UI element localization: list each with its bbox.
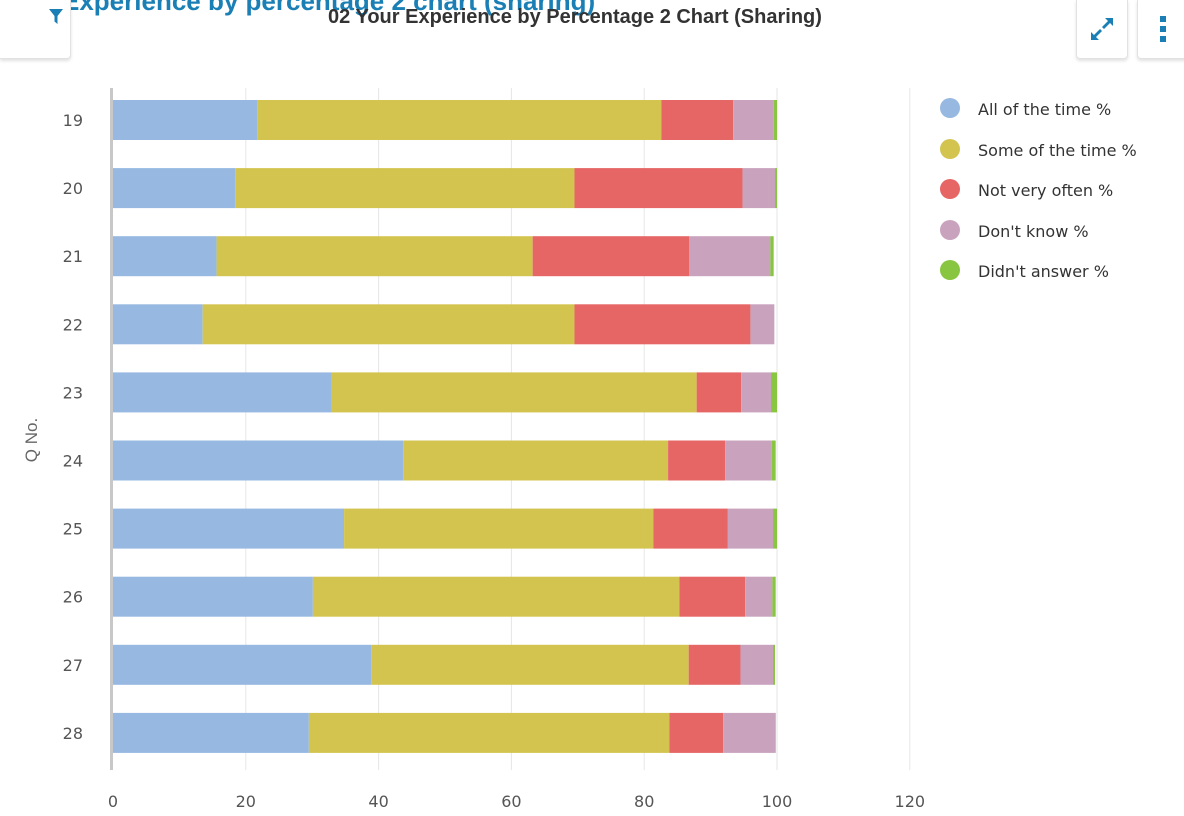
bar-q28-series-1 [308,712,670,753]
bar-q23-series-2 [696,372,742,413]
y-tick-label: 27 [63,656,83,675]
bar-q24-series-0 [113,440,404,481]
bar-q20-series-1 [235,168,575,209]
legend-label: Some of the time % [978,140,1137,160]
bar-q28-series-0 [113,712,309,753]
y-tick-label: 21 [63,247,83,266]
bar-q23-series-0 [113,372,332,413]
bar-q26-series-3 [745,576,773,617]
y-tick-label: 25 [63,520,83,539]
y-tick-label: 20 [63,179,83,198]
bar-q19-series-0 [113,100,258,140]
x-tick-label: 0 [108,792,118,811]
x-tick-label: 100 [762,792,793,811]
filter-button[interactable] [0,0,71,59]
chart-title: 02 Your Experience by Percentage 2 Chart… [328,6,822,28]
filter-icon [49,9,63,24]
bar-q24-series-3 [725,440,772,481]
bar-q20-series-0 [113,168,236,209]
bar-q27-series-3 [740,644,774,685]
bar-q24-series-2 [668,440,726,481]
bar-q21-series-2 [532,236,690,277]
bar-q25-series-2 [653,508,728,549]
bar-q22-series-3 [750,304,775,345]
x-tick-label: 80 [634,792,654,811]
bar-q28-series-2 [669,712,724,753]
bar-q26-series-0 [113,576,313,617]
bar-q23-series-1 [331,372,697,413]
y-tick-label: 24 [63,452,83,471]
legend-label: Didn't answer % [978,262,1109,281]
bar-q26-series-1 [312,576,680,617]
bar-q26-series-4 [772,576,776,617]
bar-q22-series-2 [574,304,751,345]
legend-label: Don't know % [978,221,1089,241]
x-tick-label: 20 [236,792,256,811]
legend-label: Not very often % [978,181,1114,200]
bar-q20-series-2 [574,168,743,209]
bar-q25-series-0 [113,508,345,549]
y-tick-label: 23 [63,383,83,402]
bar-q22-series-0 [113,304,203,345]
bar-q27-series-2 [688,644,741,685]
bar-q27-series-4 [773,644,776,685]
bar-q22-series-1 [202,304,575,345]
x-tick-label: 120 [895,792,926,811]
bar-q27-series-0 [113,644,372,685]
bar-q21-series-3 [689,236,771,277]
more-options-button[interactable] [1137,0,1184,59]
bar-q23-series-3 [741,372,772,413]
bar-q19-series-2 [661,100,734,140]
bar-q25-series-3 [727,508,774,549]
bar-q23-series-4 [771,372,777,413]
bar-q19-series-4 [773,100,777,140]
x-tick-label: 40 [368,792,388,811]
expand-button[interactable] [1076,0,1128,59]
bar-q24-series-4 [771,440,776,481]
bar-q19-series-1 [257,100,662,140]
more-vertical-icon [1160,16,1166,42]
y-tick-label: 26 [63,588,83,607]
bar-q21-series-1 [216,236,533,277]
bar-q24-series-1 [403,440,669,481]
bar-q26-series-2 [679,576,746,617]
bar-q25-series-1 [344,508,654,549]
legend-swatch [940,179,960,199]
report-title-clipped: Experience by percentage 2 chart (sharin… [62,0,596,16]
bar-q28-series-3 [723,712,776,753]
bar-q25-series-4 [773,508,777,549]
bar-q27-series-1 [371,644,689,685]
bar-q19-series-3 [733,100,774,140]
legend-swatch [940,219,960,240]
bar-q21-series-0 [113,236,217,277]
legend-label: All of the time % [978,100,1112,119]
legend-swatch [940,98,960,118]
y-tick-label: 19 [63,111,83,130]
y-tick-label: 28 [63,724,83,743]
legend-swatch [940,260,960,280]
bar-q20-series-3 [742,168,776,209]
x-tick-label: 60 [501,792,521,811]
y-tick-label: 22 [63,315,83,334]
expand-icon [1091,18,1113,40]
bar-q20-series-4 [775,168,777,209]
legend-swatch [940,138,960,159]
bar-q21-series-4 [770,236,774,277]
bar-q28-series-4 [775,712,776,753]
